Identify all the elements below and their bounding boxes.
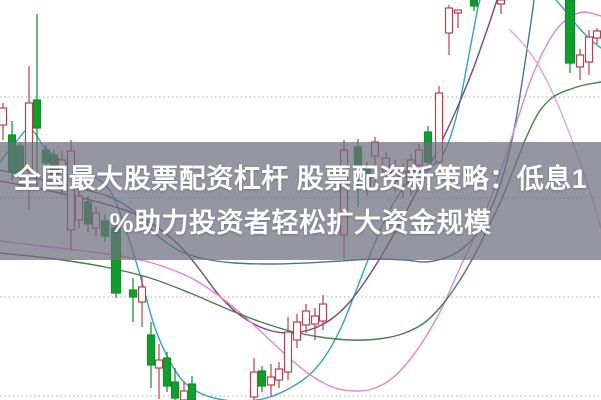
candle-up — [274, 368, 284, 381]
headline-overlay: 全国最大股票配资杠杆 股票配资新策略：低息1 %助力投资者轻松扩大资金规模 — [0, 142, 601, 260]
candle-up — [301, 310, 311, 326]
candle-up — [266, 376, 276, 386]
candle-up — [592, 30, 601, 39]
candle-up — [0, 107, 8, 126]
candle-up — [575, 54, 585, 68]
candle-up — [292, 321, 302, 341]
candle-down — [170, 381, 180, 399]
ma-line-pink — [0, 11, 601, 392]
candle-down — [162, 357, 172, 387]
ma-line-green — [0, 81, 601, 341]
candle-up — [154, 359, 164, 369]
candle-up — [179, 390, 189, 400]
candle-down — [32, 99, 42, 129]
candle-up — [137, 286, 147, 303]
candle-up — [584, 36, 594, 63]
candle-up — [310, 315, 320, 325]
headline-line-1: 全国最大股票配资杠杆 股票配资新策略：低息1 — [13, 164, 588, 194]
candle-down — [146, 334, 156, 366]
candle-up — [318, 303, 328, 322]
ma-line-cyan-right — [555, 0, 601, 49]
candle-down — [187, 383, 197, 400]
candle-up — [496, 0, 506, 5]
candle-down — [564, 0, 576, 64]
headline-line-2: %助力投资者轻松扩大资金规模 — [109, 208, 492, 238]
candle-down — [257, 370, 267, 387]
candle-down — [469, 0, 479, 7]
candle-down — [128, 289, 138, 298]
candle-up — [283, 331, 293, 373]
candle-up — [444, 7, 454, 34]
candle-up — [453, 9, 463, 14]
candle-up — [249, 371, 259, 398]
